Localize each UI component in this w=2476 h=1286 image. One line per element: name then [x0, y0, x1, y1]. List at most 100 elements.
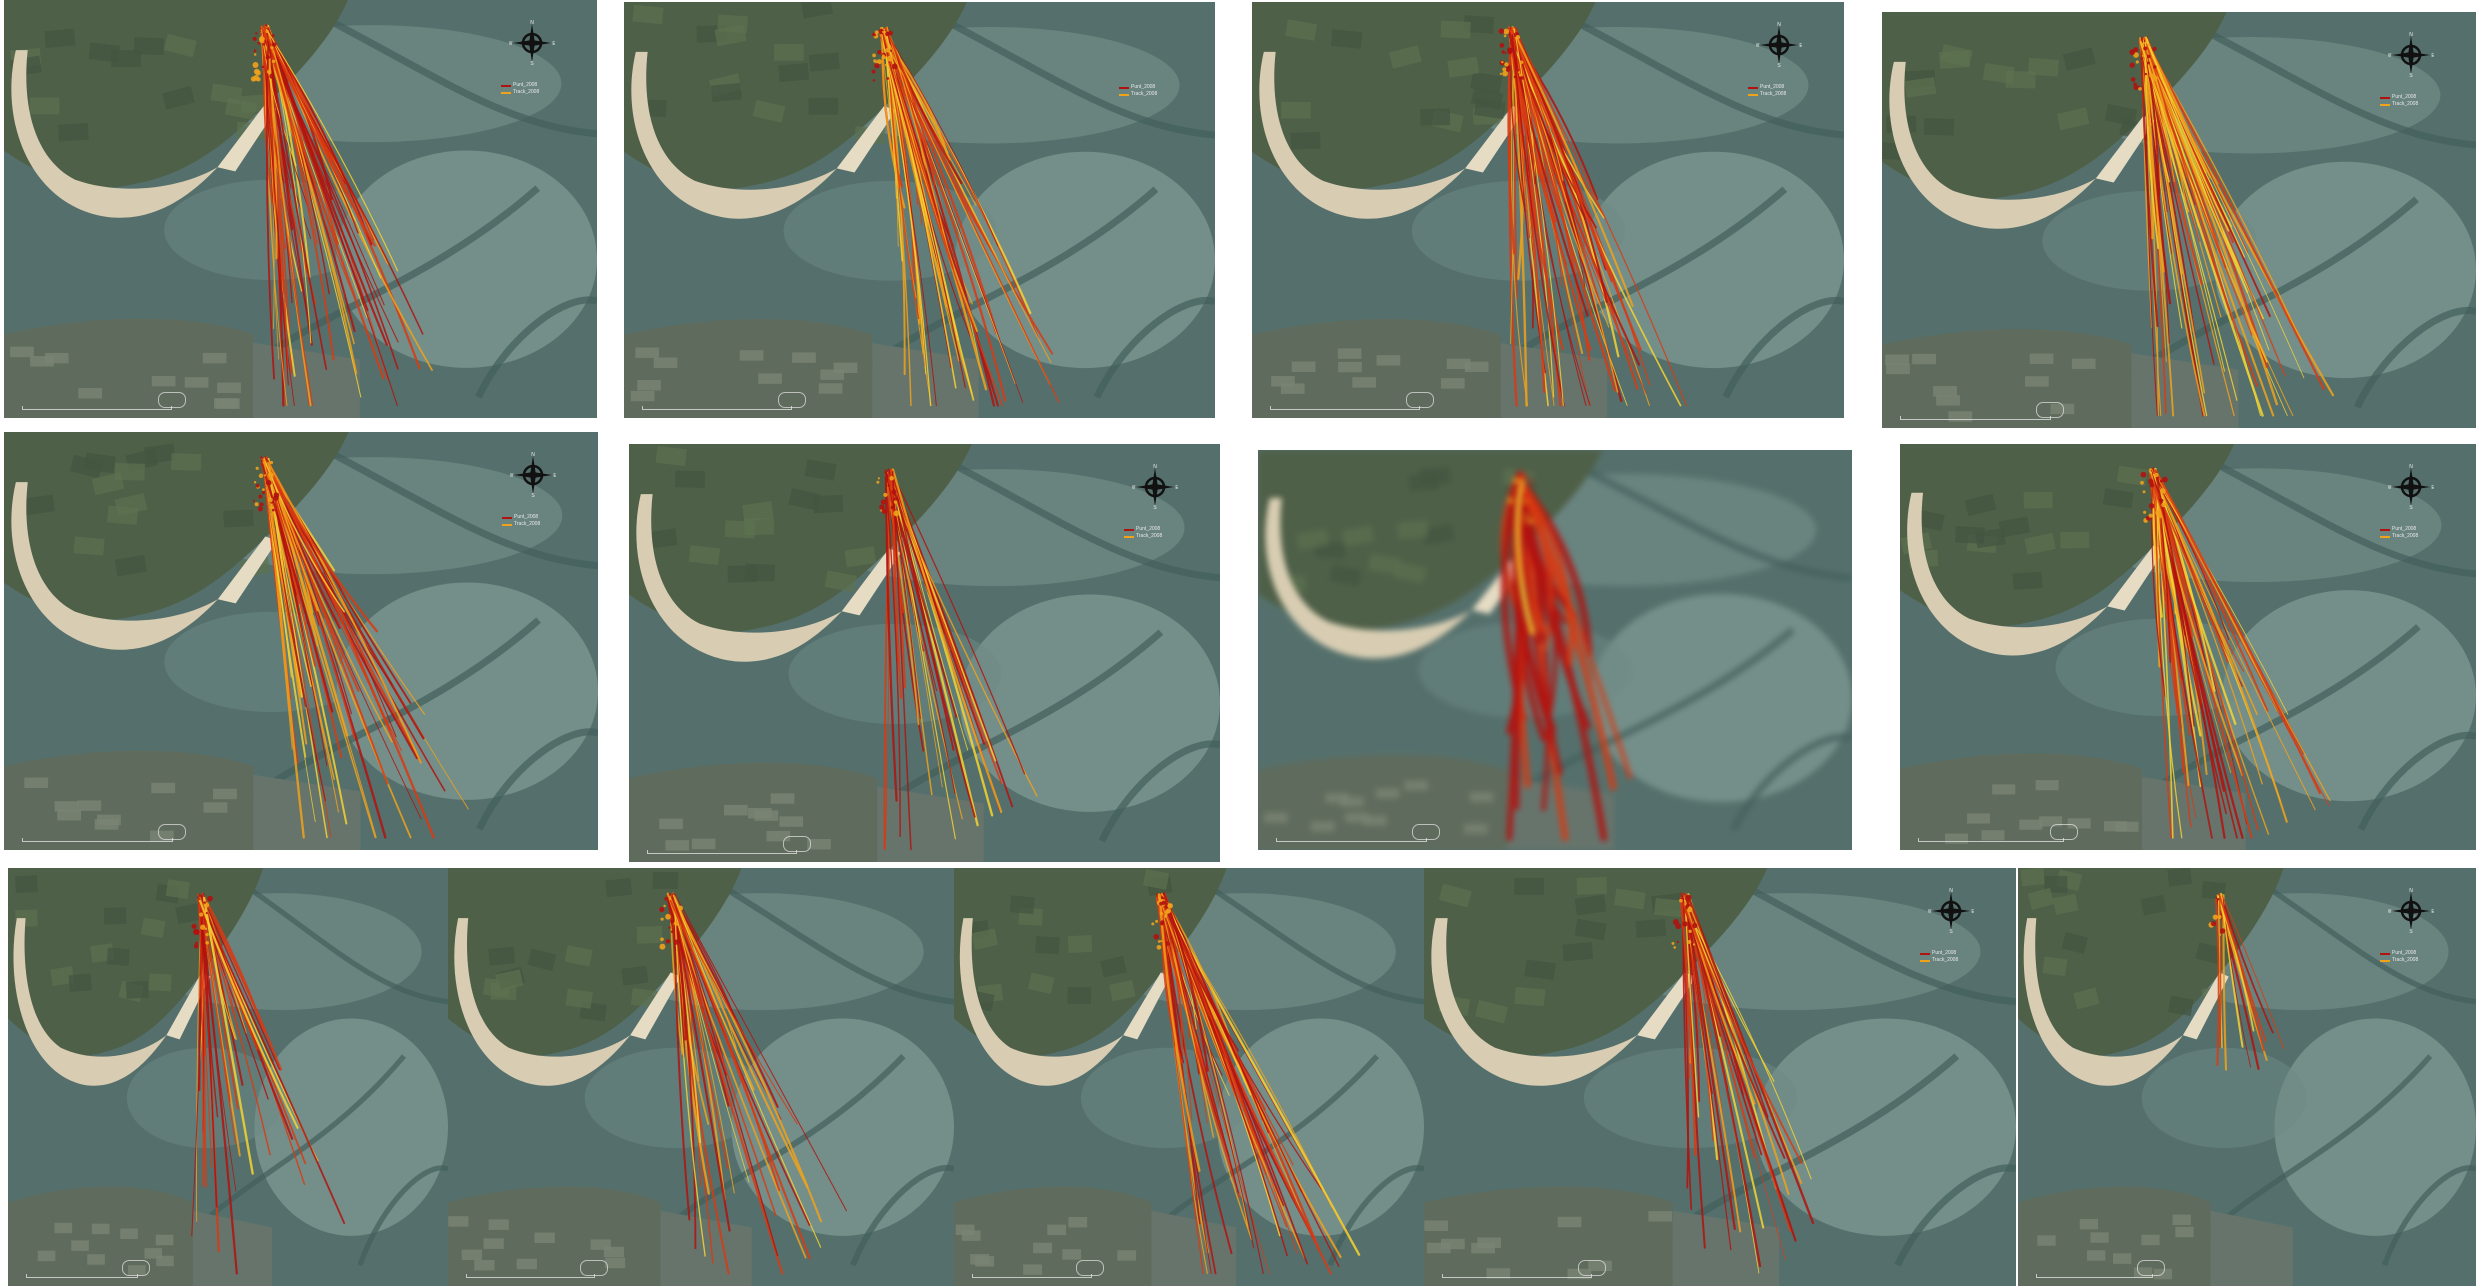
legend-entry: Punt_2008 — [2380, 94, 2418, 101]
scale-bar — [26, 1274, 138, 1278]
track-lines — [1155, 892, 1361, 1275]
map-provider-logo — [1412, 824, 1440, 840]
map-panel-6: N S E W Punt_2008 Track_2008 — [629, 444, 1220, 862]
satellite-map — [1258, 450, 1852, 850]
map-provider-logo — [122, 1260, 150, 1276]
compass-letter-west: W — [2388, 53, 2392, 59]
legend-entry: Punt_2008 — [2380, 950, 2418, 957]
legend-swatch — [2380, 528, 2390, 531]
compass-letter-north: N — [2409, 464, 2413, 470]
track-lines — [883, 468, 1038, 851]
compass-letter-south: S — [1777, 63, 1781, 68]
legend-swatch — [501, 91, 511, 94]
north-island — [624, 2, 967, 219]
scale-bar — [1900, 416, 2051, 420]
map-provider-logo — [580, 1260, 608, 1276]
colony-point-cluster — [876, 475, 900, 517]
legend-label: Track_2008 — [2392, 101, 2419, 107]
compass-letter-south: S — [530, 61, 534, 66]
map-panel-4: N S E W Punt_2008 Track_2008 — [1882, 12, 2476, 428]
map-panel-2: Punt_2008 Track_2008 — [624, 2, 1215, 418]
scale-bar — [2036, 1274, 2153, 1278]
map-panel-3: N S E W Punt_2008 Track_2008 — [1252, 2, 1844, 418]
satellite-map — [1252, 2, 1844, 418]
legend-swatch — [2380, 959, 2390, 962]
colony-point-cluster — [1507, 476, 1534, 529]
track-lines — [666, 892, 847, 1275]
colony-point-cluster — [191, 895, 213, 949]
colony-point-cluster — [871, 28, 898, 82]
compass-letter-east: E — [1175, 485, 1178, 491]
satellite-map — [4, 432, 598, 850]
satellite-map — [954, 868, 1424, 1286]
scale-bar — [647, 850, 797, 854]
compass-letter-east: E — [2431, 53, 2434, 59]
legend-entry: Track_2008 — [1920, 957, 1958, 964]
compass-letter-east: E — [2431, 909, 2434, 915]
legend-label: Punt_2008 — [513, 82, 538, 88]
satellite-map — [1424, 868, 2016, 1286]
legend-swatch — [2380, 952, 2390, 955]
compass-letter-south: S — [2409, 505, 2413, 510]
legend-entry: Track_2008 — [1119, 91, 1157, 98]
south-coast — [629, 762, 984, 862]
map-provider-logo — [1076, 1260, 1104, 1276]
compass-letter-east: E — [553, 473, 556, 479]
compass-letter-north: N — [1949, 888, 1953, 894]
map-panel-9 — [8, 868, 448, 1286]
compass-letter-south: S — [1153, 505, 1157, 510]
compass-rose-icon: N S E W — [2388, 32, 2434, 78]
south-coast — [1424, 1186, 1780, 1286]
colony-point-cluster — [2129, 44, 2158, 91]
compass-letter-west: W — [1928, 909, 1932, 915]
scale-bar — [642, 406, 792, 410]
map-panel-1: N S E W Punt_2008 Track_2008 — [4, 0, 597, 418]
scale-bar — [1270, 406, 1420, 410]
satellite-map — [629, 444, 1220, 862]
north-island — [4, 432, 349, 650]
legend-entry: Punt_2008 — [2380, 526, 2418, 533]
legend-swatch — [1920, 952, 1930, 955]
track-lines — [191, 892, 346, 1275]
legend-label: Punt_2008 — [2392, 526, 2417, 532]
compass-rose-icon: N S E W — [1132, 464, 1178, 510]
scale-bar — [22, 838, 173, 842]
legend-entry: Track_2008 — [2380, 101, 2418, 108]
legend-swatch — [2380, 103, 2390, 106]
legend-entry: Punt_2008 — [1119, 84, 1157, 91]
track-lines — [1500, 470, 1632, 842]
compass-letter-north: N — [531, 452, 535, 458]
south-coast — [954, 1186, 1236, 1286]
map-provider-logo — [778, 392, 806, 408]
legend-swatch — [502, 516, 512, 519]
map-panel-12: N S E W Punt_2008 Track_2008 — [1424, 868, 2016, 1286]
colony-point-cluster — [1151, 898, 1173, 950]
legend-swatch — [2380, 535, 2390, 538]
legend-entry: Track_2008 — [2380, 533, 2418, 540]
satellite-map — [4, 0, 597, 418]
map-legend: Punt_2008 Track_2008 — [2380, 950, 2418, 964]
legend-label: Punt_2008 — [2392, 950, 2417, 956]
compass-letter-east: E — [2431, 485, 2434, 491]
map-provider-logo — [1578, 1260, 1606, 1276]
legend-swatch — [1119, 86, 1129, 89]
compass-rose-icon: N S E W — [509, 20, 555, 66]
compass-letter-west: W — [509, 41, 513, 47]
legend-entry: Track_2008 — [2380, 957, 2418, 964]
map-panel-8: N S E W Punt_2008 Track_2008 — [1900, 444, 2476, 850]
map-legend: Punt_2008 Track_2008 — [501, 82, 539, 96]
legend-entry: Punt_2008 — [502, 514, 540, 521]
track-lines — [879, 26, 1060, 407]
map-legend: Punt_2008 Track_2008 — [1920, 950, 1958, 964]
legend-entry: Punt_2008 — [1920, 950, 1958, 957]
compass-letter-south: S — [2409, 73, 2413, 78]
scale-bar — [1918, 838, 2064, 842]
tidal-flats — [2141, 893, 2476, 1236]
satellite-map — [1882, 12, 2476, 428]
map-legend: Punt_2008 Track_2008 — [2380, 94, 2418, 108]
legend-swatch — [1748, 86, 1758, 89]
south-coast — [1900, 753, 2246, 850]
compass-rose-icon: N S E W — [1928, 888, 1974, 934]
compass-letter-south: S — [531, 493, 535, 498]
legend-label: Track_2008 — [513, 89, 540, 95]
